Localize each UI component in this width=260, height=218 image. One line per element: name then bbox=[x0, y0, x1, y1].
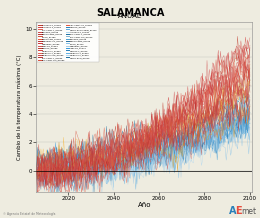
Y-axis label: Cambio de la temperatura máxima (°C): Cambio de la temperatura máxima (°C) bbox=[17, 54, 22, 160]
Text: ANUAL: ANUAL bbox=[118, 13, 142, 19]
Text: met: met bbox=[241, 207, 256, 216]
X-axis label: Año: Año bbox=[138, 202, 151, 208]
Legend: ACCESS1.0_RCP85, ACCESS1.3_RCP85, BCC-CSM1.1_RCP85, BNUESM_RCP85, CNRM-CM5a_RCP8: ACCESS1.0_RCP85, ACCESS1.3_RCP85, BCC-CS… bbox=[37, 23, 99, 62]
Text: E: E bbox=[235, 206, 242, 216]
Text: SALAMANCA: SALAMANCA bbox=[96, 8, 164, 18]
Text: © Agencia Estatal de Meteorología: © Agencia Estatal de Meteorología bbox=[3, 212, 55, 216]
Text: A: A bbox=[229, 206, 236, 216]
